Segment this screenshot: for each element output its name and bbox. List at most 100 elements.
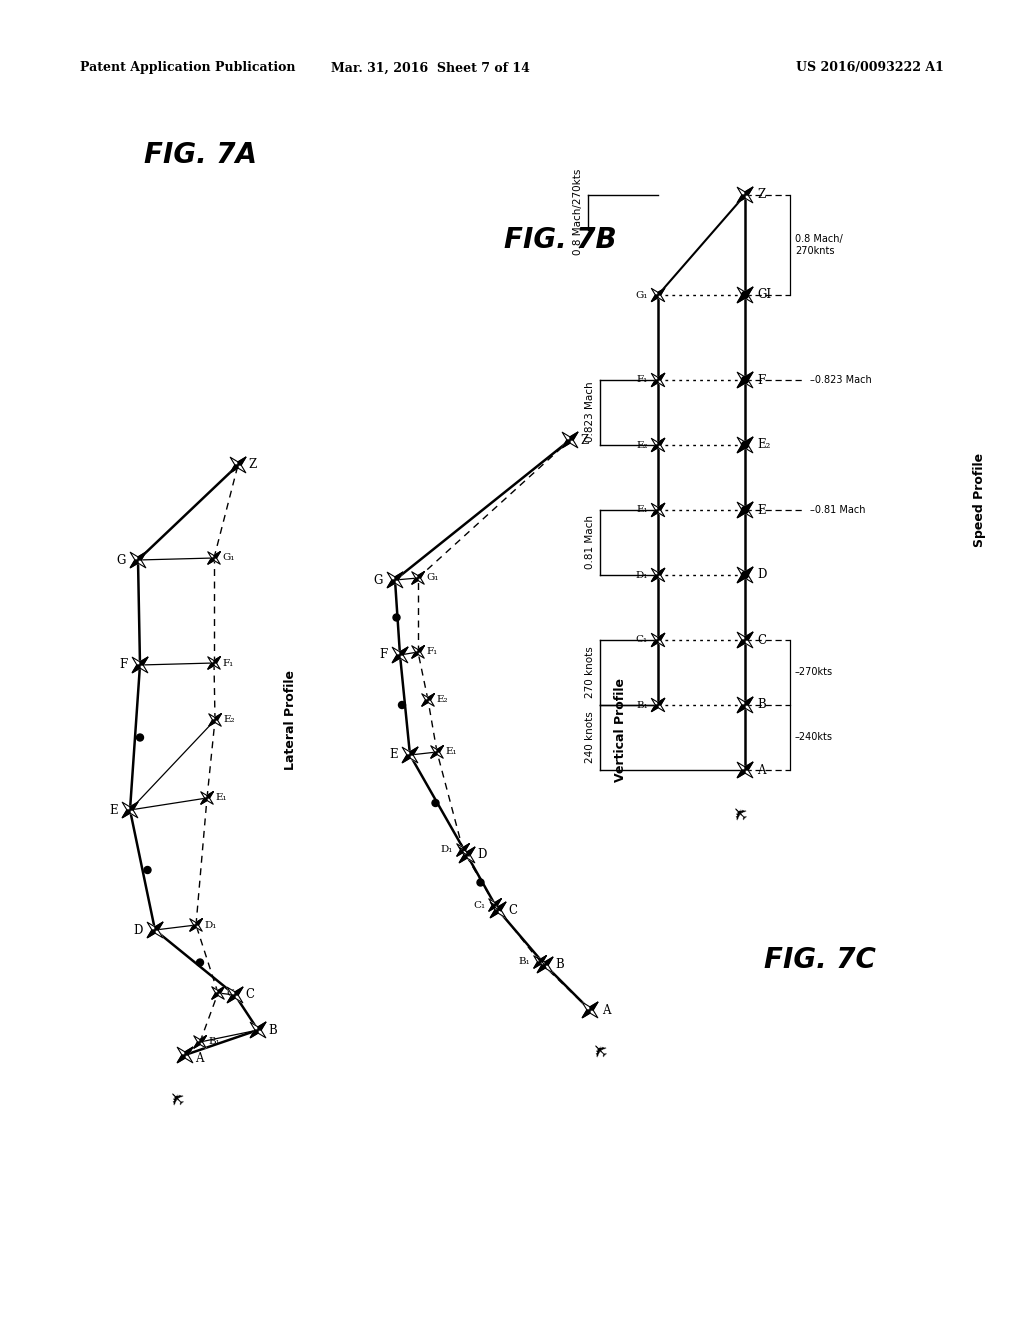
Text: Z: Z (757, 189, 765, 202)
Text: F₁: F₁ (637, 375, 648, 384)
Polygon shape (737, 502, 753, 517)
Text: 0.8 Mach/
270knts: 0.8 Mach/ 270knts (795, 234, 843, 256)
Polygon shape (737, 705, 745, 713)
Polygon shape (463, 843, 469, 850)
Polygon shape (534, 962, 540, 969)
Polygon shape (658, 634, 665, 640)
Polygon shape (658, 374, 665, 380)
Polygon shape (422, 700, 428, 706)
Polygon shape (498, 903, 506, 909)
Text: D: D (133, 924, 143, 936)
Polygon shape (488, 906, 495, 911)
Text: D₁: D₁ (636, 570, 648, 579)
Text: Z: Z (580, 433, 588, 446)
Text: Mar. 31, 2016  Sheet 7 of 14: Mar. 31, 2016 Sheet 7 of 14 (331, 62, 529, 74)
Text: E₂: E₂ (636, 441, 648, 450)
Polygon shape (737, 195, 745, 203)
Polygon shape (147, 923, 163, 937)
Polygon shape (428, 694, 434, 700)
Polygon shape (658, 698, 665, 705)
Text: US 2016/0093222 A1: US 2016/0093222 A1 (796, 62, 944, 74)
Polygon shape (214, 552, 220, 558)
Text: E₁: E₁ (215, 793, 226, 803)
Text: D₁: D₁ (440, 846, 453, 854)
Text: –270kts: –270kts (795, 667, 834, 677)
Polygon shape (140, 657, 147, 665)
Text: F: F (120, 659, 128, 672)
Text: E₁: E₁ (445, 747, 457, 756)
Polygon shape (590, 1002, 598, 1010)
Polygon shape (194, 1041, 200, 1048)
Text: GI: GI (757, 289, 771, 301)
Polygon shape (194, 1036, 206, 1048)
Polygon shape (737, 762, 753, 777)
Polygon shape (745, 697, 753, 705)
Polygon shape (737, 697, 753, 713)
Polygon shape (209, 714, 221, 726)
Polygon shape (737, 380, 745, 388)
Circle shape (393, 614, 400, 620)
Polygon shape (215, 714, 221, 719)
Text: Speed Profile: Speed Profile (974, 453, 986, 546)
Polygon shape (250, 1030, 258, 1038)
Polygon shape (651, 640, 658, 647)
Polygon shape (651, 288, 665, 301)
Text: A: A (195, 1052, 204, 1064)
Polygon shape (392, 655, 400, 663)
Polygon shape (402, 755, 410, 763)
Polygon shape (737, 445, 745, 453)
Text: F₁: F₁ (426, 648, 437, 656)
Text: B₁: B₁ (208, 1038, 220, 1047)
Polygon shape (122, 810, 130, 818)
Polygon shape (737, 294, 745, 302)
Polygon shape (177, 1055, 185, 1063)
Polygon shape (583, 1002, 598, 1018)
Circle shape (398, 701, 406, 709)
Polygon shape (201, 799, 207, 804)
Polygon shape (227, 987, 243, 1003)
Circle shape (432, 800, 439, 807)
Polygon shape (387, 573, 402, 587)
Polygon shape (737, 372, 753, 388)
Polygon shape (208, 552, 220, 564)
Polygon shape (745, 437, 753, 445)
Polygon shape (214, 657, 220, 663)
Polygon shape (200, 1036, 206, 1041)
Text: G: G (374, 573, 383, 586)
Text: C₁: C₁ (226, 989, 239, 998)
Text: A: A (757, 763, 766, 776)
Circle shape (741, 507, 749, 513)
Polygon shape (651, 510, 658, 516)
Polygon shape (745, 632, 753, 640)
Polygon shape (651, 445, 658, 451)
Polygon shape (218, 987, 224, 993)
Text: E₂: E₂ (757, 438, 770, 451)
Polygon shape (651, 374, 665, 387)
Polygon shape (238, 457, 246, 465)
Text: ✈: ✈ (165, 1082, 189, 1107)
Polygon shape (745, 568, 753, 576)
Text: E: E (389, 748, 398, 762)
Polygon shape (651, 294, 658, 301)
Text: ✈: ✈ (588, 1035, 612, 1060)
Polygon shape (737, 437, 753, 453)
Polygon shape (138, 552, 145, 560)
Polygon shape (250, 1022, 266, 1038)
Polygon shape (132, 657, 147, 673)
Polygon shape (189, 925, 196, 931)
Text: B₁: B₁ (518, 957, 530, 966)
Text: C: C (245, 989, 254, 1002)
Polygon shape (418, 645, 424, 652)
Polygon shape (651, 438, 665, 451)
Text: G: G (117, 553, 126, 566)
Text: FIG. 7A: FIG. 7A (143, 141, 256, 169)
Polygon shape (457, 850, 463, 857)
Text: F: F (380, 648, 388, 661)
Polygon shape (201, 792, 213, 804)
Polygon shape (410, 747, 418, 755)
Text: E₂: E₂ (223, 715, 234, 725)
Circle shape (741, 376, 749, 384)
Text: C₁: C₁ (636, 635, 648, 644)
Text: E₂: E₂ (436, 696, 447, 705)
Text: D: D (757, 569, 766, 582)
